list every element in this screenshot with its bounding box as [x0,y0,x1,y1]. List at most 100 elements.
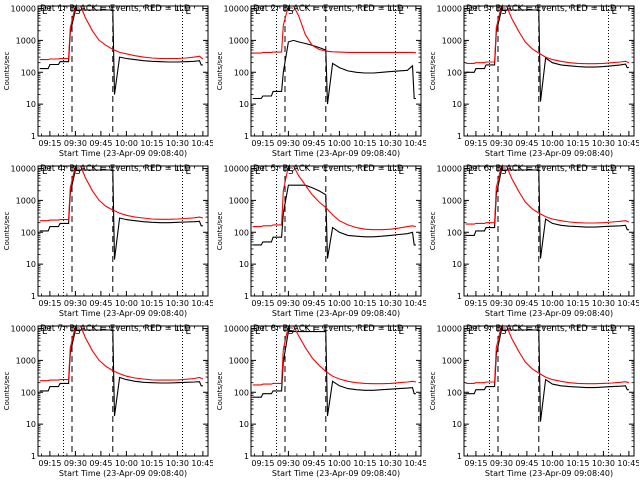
y-tick-label: 10000 [11,5,36,14]
y-axis-label: Counts/sec [429,52,437,91]
x-tick-label: 10:00 [541,139,564,148]
y-axis-label: Counts/sec [216,52,224,91]
y-axis-label: Counts/sec [429,212,437,251]
y-tick-label: 10000 [437,5,462,14]
series-events-line [39,9,203,95]
y-tick-label: 100 [447,388,462,397]
y-tick-label: 1000 [229,356,249,365]
y-axis-label: Counts/sec [3,372,11,411]
plot-frame [37,5,209,137]
marker-e-1: E [255,7,261,17]
x-tick-label: 10:45 [404,139,426,148]
series-events-line [39,169,203,260]
y-tick-label: 1 [457,452,462,461]
x-tick-label: 09:45 [302,139,325,148]
marker-s-2: S [288,327,294,337]
plot-frame [37,165,209,297]
y-tick-label: 1000 [16,356,36,365]
y-tick-label: 100 [234,68,249,77]
x-tick-label: 09:15 [251,139,274,148]
chart-panel-6: 1 10 100 1000 10000 09:15 09:30 09:45 10:00 10:15… [429,164,639,318]
y-tick-label: 10000 [224,325,249,334]
y-tick-label: 10 [26,260,36,269]
y-tick-label: 1000 [16,196,36,205]
x-tick-label: 09:30 [64,139,87,148]
plot-frame [250,165,422,297]
y-tick-label: 100 [21,388,36,397]
y-tick-label: 10000 [11,325,36,334]
y-tick-label: 1000 [442,36,462,45]
chart-panel-1: 1 10 100 1000 10000 09:15 09:30 09:45 10:00 10:15… [3,4,213,158]
x-tick-label: 10:00 [328,299,351,308]
y-tick-label: 1000 [442,196,462,205]
chart-title: Det 1r BLACK = Events, RED = LLD [40,4,191,14]
y-tick-label: 100 [234,388,249,397]
y-tick-label: 1 [457,132,462,141]
y-tick-label: 100 [21,228,36,237]
x-tick-label: 10:15 [140,299,163,308]
series-lld-line [465,326,630,385]
marker-e-3: E [399,7,405,17]
y-tick-label: 1000 [442,356,462,365]
y-axis-label: Counts/sec [3,52,11,91]
x-tick-label: 09:30 [277,139,300,148]
series-events-line [39,329,203,417]
marker-e-1: E [255,327,261,337]
marker-s-2: S [501,327,507,337]
x-tick-label: 09:15 [251,299,274,308]
y-tick-label: 100 [21,68,36,77]
plot-frame [250,5,422,137]
y-tick-label: 10 [26,420,36,429]
x-tick-label: 09:30 [490,139,513,148]
x-tick-label: 09:30 [64,299,87,308]
plot-frame [250,325,422,457]
chart-panel-9: 1 10 100 1000 10000 09:15 09:30 09:45 10:00 10:15… [429,324,639,478]
y-tick-label: 1 [244,132,249,141]
x-tick-label: 10:30 [592,299,615,308]
chart-title: Det 7r BLACK = Events, RED = LLD [40,324,191,334]
series-events-line [465,9,629,102]
x-tick-label: 09:45 [302,299,325,308]
x-tick-label: 10:30 [592,459,615,468]
x-tick-label: 09:45 [515,459,538,468]
x-tick-label: 10:45 [404,299,426,308]
marker-s-2: S [288,167,294,177]
marker-s-2: S [501,167,507,177]
marker-s-2: S [501,7,507,17]
x-tick-label: 09:15 [464,459,487,468]
y-tick-label: 10 [239,100,249,109]
chart-title: Det 6r BLACK = Events, RED = LLD [466,164,617,174]
y-axis-label: Counts/sec [429,372,437,411]
series-lld-line [39,166,204,222]
y-tick-label: 100 [447,68,462,77]
x-tick-label: 10:00 [115,139,138,148]
x-tick-label: 10:00 [115,299,138,308]
x-tick-label: 10:30 [166,459,189,468]
x-tick-label: 10:00 [541,459,564,468]
x-axis-label: Start Time (23-Apr-09 09:08:40) [272,309,400,318]
x-tick-label: 10:45 [404,459,426,468]
y-tick-label: 10 [452,260,462,269]
marker-e-3: E [186,167,192,177]
chart-title: Det 5r BLACK = Events, RED = LLD [253,164,404,174]
chart-title: Det 4r BLACK = Events, RED = LLD [40,164,191,174]
x-tick-label: 10:45 [617,139,639,148]
x-tick-label: 10:45 [617,459,639,468]
y-tick-label: 10000 [437,165,462,174]
series-lld-line [252,6,416,54]
chart-title: Det 8r BLACK = Events, RED = LLD [253,324,404,334]
x-axis-label: Start Time (23-Apr-09 09:08:40) [272,149,400,158]
x-tick-label: 10:00 [541,299,564,308]
series-events-line [252,184,416,259]
marker-e-3: E [612,7,618,17]
x-tick-label: 10:15 [140,459,163,468]
x-tick-label: 09:15 [251,459,274,468]
y-tick-label: 1 [457,292,462,301]
chart-panel-2: 1 10 100 1000 10000 09:15 09:30 09:45 10:00 10:15… [216,4,426,158]
marker-e-3: E [612,327,618,337]
y-axis-label: Counts/sec [216,372,224,411]
series-lld-line [252,166,417,231]
y-tick-label: 100 [234,228,249,237]
y-tick-label: 1 [244,452,249,461]
x-tick-label: 09:45 [89,459,112,468]
